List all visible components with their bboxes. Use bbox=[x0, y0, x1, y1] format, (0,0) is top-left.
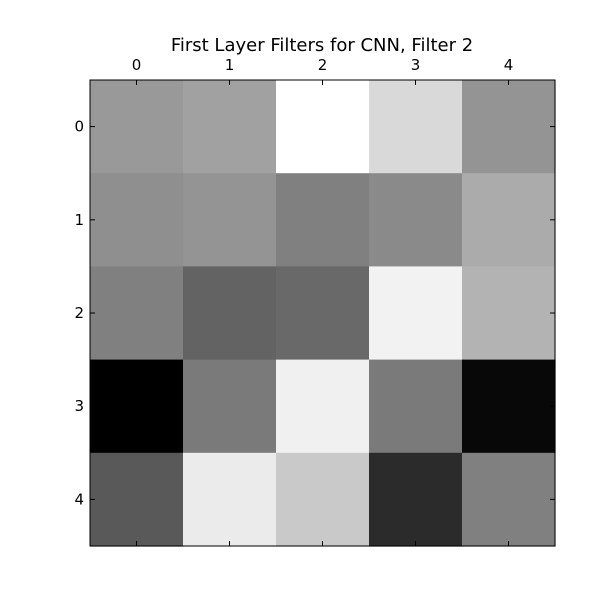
heatmap-cell-r3-c1 bbox=[183, 359, 277, 454]
x-tick-label-0: 0 bbox=[132, 56, 142, 74]
heatmap-cell-r2-c0 bbox=[90, 266, 184, 361]
heatmap-cell-r3-c2 bbox=[276, 359, 370, 454]
heatmap-cell-r4-c2 bbox=[276, 452, 370, 547]
heatmap-cell-r4-c0 bbox=[90, 452, 184, 547]
heatmap-cell-r0-c2 bbox=[276, 80, 370, 174]
x-tick-label-2: 2 bbox=[318, 56, 328, 74]
heatmap-cell-r0-c4 bbox=[462, 80, 556, 174]
heatmap-cell-r4-c1 bbox=[183, 452, 277, 547]
heatmap-cell-r0-c0 bbox=[90, 80, 184, 174]
heatmap-cell-r2-c3 bbox=[369, 266, 463, 361]
heatmap-cell-r3-c0 bbox=[90, 359, 184, 454]
heatmap-cell-r2-c4 bbox=[462, 266, 556, 361]
x-tick-label-3: 3 bbox=[411, 56, 421, 74]
y-tick-labels: 0 1 2 3 4 bbox=[74, 118, 84, 509]
heatmap-cell-r2-c1 bbox=[183, 266, 277, 361]
x-tick-labels: 0 1 2 3 4 bbox=[132, 56, 514, 74]
heatmap-cell-r3-c4 bbox=[462, 359, 556, 454]
heatmap-cell-r0-c1 bbox=[183, 80, 277, 174]
heatmap-cell-r3-c3 bbox=[369, 359, 463, 454]
heatmap-cell-r1-c0 bbox=[90, 173, 184, 267]
y-tick-label-4: 4 bbox=[74, 490, 84, 508]
x-tick-label-4: 4 bbox=[504, 56, 514, 74]
axis-ticks bbox=[90, 80, 555, 546]
y-tick-label-2: 2 bbox=[74, 304, 84, 322]
heatmap-cells bbox=[90, 80, 556, 547]
plot-frame bbox=[89, 79, 556, 547]
heatmap-cell-r4-c3 bbox=[369, 452, 463, 547]
heatmap-cell-r1-c1 bbox=[183, 173, 277, 267]
y-tick-label-3: 3 bbox=[74, 397, 84, 415]
heatmap-cell-r1-c4 bbox=[462, 173, 556, 267]
heatmap-cell-r1-c3 bbox=[369, 173, 463, 267]
y-tick-label-0: 0 bbox=[74, 118, 84, 136]
chart-title: First Layer Filters for CNN, Filter 2 bbox=[171, 35, 473, 56]
heatmap-cell-r0-c3 bbox=[369, 80, 463, 174]
heatmap-cell-r1-c2 bbox=[276, 173, 370, 267]
x-tick-label-1: 1 bbox=[225, 56, 235, 74]
heatmap-cell-r2-c2 bbox=[276, 266, 370, 361]
y-tick-label-1: 1 bbox=[74, 211, 84, 229]
heatmap-cell-r4-c4 bbox=[462, 452, 556, 547]
